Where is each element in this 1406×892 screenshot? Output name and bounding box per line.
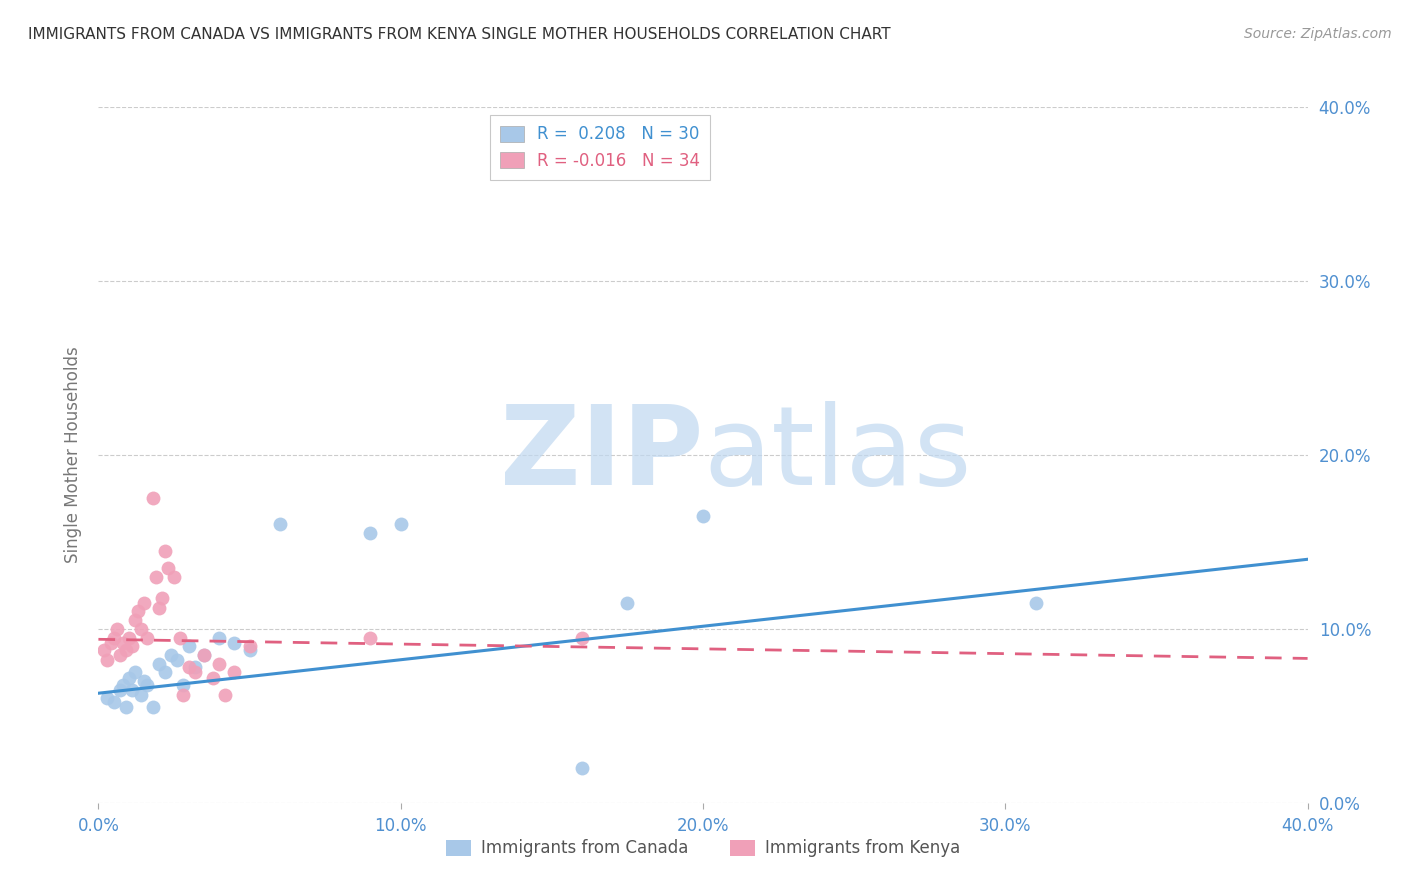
Text: Source: ZipAtlas.com: Source: ZipAtlas.com [1244,27,1392,41]
Point [193,648,215,662]
Point [96,691,118,706]
Point [202,671,225,685]
Point [93,642,115,657]
Point [360,631,382,645]
Point [129,622,152,636]
Point [135,677,157,691]
Point [142,700,165,714]
Point [172,677,194,691]
Point [148,601,170,615]
Text: atlas: atlas [703,401,972,508]
Legend: Immigrants from Canada, Immigrants from Kenya: Immigrants from Canada, Immigrants from … [439,833,967,864]
Point [616,596,638,610]
Point [96,653,118,667]
Point [571,761,593,775]
Point [142,491,165,506]
Point [172,688,194,702]
Point [132,596,155,610]
Point [239,642,262,657]
Point [153,543,176,558]
Text: IMMIGRANTS FROM CANADA VS IMMIGRANTS FROM KENYA SINGLE MOTHER HOUSEHOLDS CORRELA: IMMIGRANTS FROM CANADA VS IMMIGRANTS FRO… [28,27,891,42]
Point [166,653,188,667]
Point [118,631,141,645]
Point [224,665,246,680]
Point [1024,596,1046,610]
Point [100,636,122,650]
Point [108,648,131,662]
Point [184,665,207,680]
Text: ZIP: ZIP [499,401,703,508]
Point [208,657,231,671]
Point [108,682,131,697]
Point [105,622,128,636]
Point [269,517,291,532]
Point [571,631,593,645]
Point [145,570,167,584]
Y-axis label: Single Mother Households: Single Mother Households [65,347,83,563]
Point [132,674,155,689]
Point [160,648,183,662]
Point [129,688,152,702]
Point [150,591,173,605]
Point [114,642,136,657]
Point [193,648,215,662]
Point [692,508,714,523]
Point [121,682,143,697]
Point [169,631,191,645]
Point [179,660,201,674]
Point [153,665,176,680]
Point [163,570,186,584]
Point [224,636,246,650]
Point [148,657,170,671]
Point [208,631,231,645]
Point [103,695,125,709]
Point [114,700,136,714]
Point [389,517,412,532]
Point [111,636,134,650]
Point [156,561,179,575]
Point [103,631,125,645]
Point [118,671,141,685]
Point [184,660,207,674]
Point [239,639,262,653]
Point [111,677,134,691]
Point [135,631,157,645]
Point [360,526,382,541]
Point [124,665,146,680]
Point [127,605,149,619]
Point [124,613,146,627]
Point [121,639,143,653]
Point [214,688,236,702]
Point [179,639,201,653]
